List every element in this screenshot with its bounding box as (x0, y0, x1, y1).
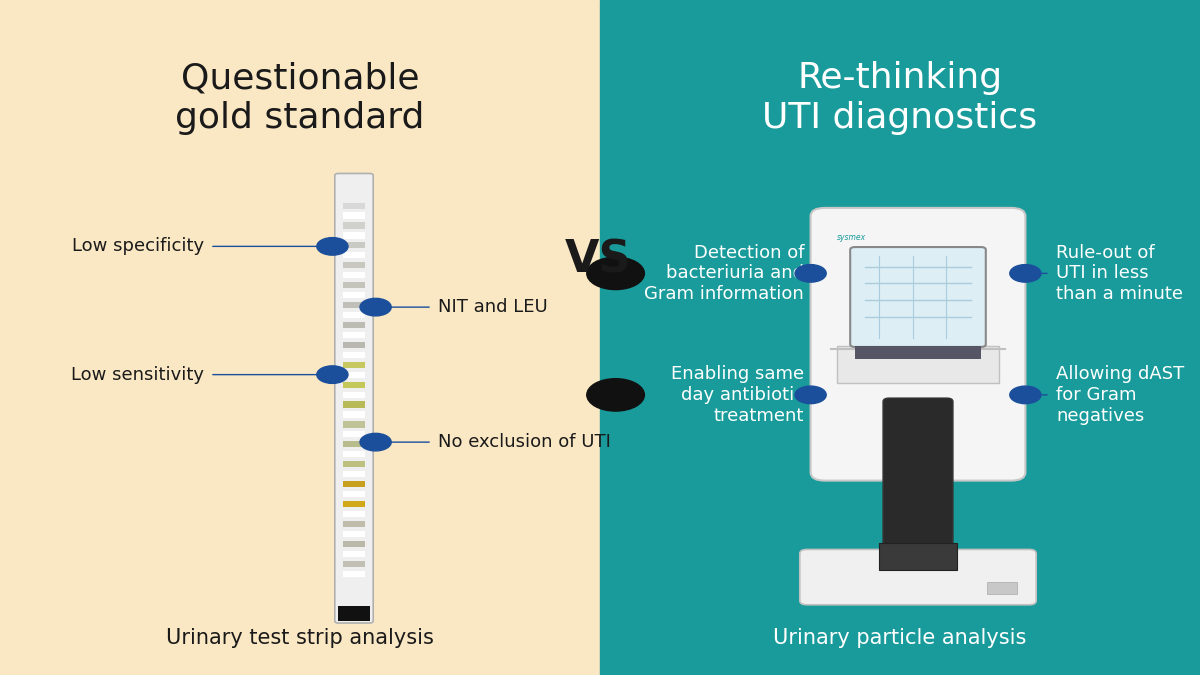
FancyBboxPatch shape (851, 247, 986, 347)
Bar (343, 213, 365, 219)
Bar (343, 322, 365, 328)
Bar (343, 511, 365, 517)
Bar (343, 541, 365, 547)
FancyBboxPatch shape (799, 549, 1036, 605)
Circle shape (587, 257, 644, 290)
Bar (343, 481, 365, 487)
Circle shape (1010, 386, 1042, 404)
Bar (343, 570, 365, 576)
Text: Re-thinking
UTI diagnostics: Re-thinking UTI diagnostics (762, 61, 1038, 134)
Text: NIT and LEU: NIT and LEU (438, 298, 547, 316)
Text: Questionable
gold standard: Questionable gold standard (175, 61, 425, 134)
Bar (986, 582, 1018, 594)
Bar (343, 521, 365, 527)
Bar (343, 531, 365, 537)
Bar (343, 372, 365, 378)
Bar (838, 346, 998, 383)
Bar (343, 551, 365, 557)
Circle shape (317, 366, 348, 383)
FancyBboxPatch shape (883, 398, 953, 554)
Circle shape (796, 386, 827, 404)
FancyBboxPatch shape (335, 173, 373, 623)
Bar (343, 342, 365, 348)
Bar (600, 0, 1200, 675)
Bar (343, 402, 365, 408)
Circle shape (360, 298, 391, 316)
Text: sysmex: sysmex (838, 233, 866, 242)
Bar (343, 282, 365, 288)
Circle shape (796, 265, 827, 282)
Text: Detection of
bacteriuria and
Gram information: Detection of bacteriuria and Gram inform… (644, 244, 804, 303)
Text: Urinary particle analysis: Urinary particle analysis (773, 628, 1027, 648)
Text: VS: VS (564, 238, 631, 281)
Circle shape (317, 238, 348, 255)
Bar (343, 262, 365, 269)
Text: Allowing dAST
for Gram
negatives: Allowing dAST for Gram negatives (1056, 365, 1184, 425)
Circle shape (360, 433, 391, 451)
Text: Rule-out of
UTI in less
than a minute: Rule-out of UTI in less than a minute (1056, 244, 1183, 303)
Bar (343, 501, 365, 507)
Bar (338, 606, 370, 621)
Bar (343, 461, 365, 467)
Bar (343, 362, 365, 368)
Bar (343, 332, 365, 338)
Bar (343, 441, 365, 448)
Circle shape (1010, 265, 1042, 282)
Bar (343, 292, 365, 298)
Bar (343, 451, 365, 458)
Bar (343, 252, 365, 259)
Text: Low sensitivity: Low sensitivity (71, 366, 204, 383)
Bar (343, 222, 365, 229)
Bar (343, 411, 365, 418)
FancyBboxPatch shape (811, 208, 1026, 481)
Circle shape (587, 379, 644, 411)
Bar (0, 0, 600, 675)
Text: No exclusion of UTI: No exclusion of UTI (438, 433, 611, 451)
Bar (878, 543, 958, 570)
Bar (343, 421, 365, 427)
Bar (343, 561, 365, 567)
Text: Enabling same
day antibiotic
treatment: Enabling same day antibiotic treatment (671, 365, 804, 425)
Bar (343, 202, 365, 209)
Bar (343, 381, 365, 387)
Bar (343, 272, 365, 278)
Bar (343, 242, 365, 248)
Bar (343, 471, 365, 477)
Bar (343, 352, 365, 358)
Text: Urinary test strip analysis: Urinary test strip analysis (166, 628, 434, 648)
Text: Low specificity: Low specificity (72, 238, 204, 255)
Bar (343, 302, 365, 308)
Bar (343, 491, 365, 497)
Bar (343, 392, 365, 398)
Bar (343, 232, 365, 238)
Bar (854, 346, 982, 359)
Bar (343, 431, 365, 437)
Bar (343, 312, 365, 318)
